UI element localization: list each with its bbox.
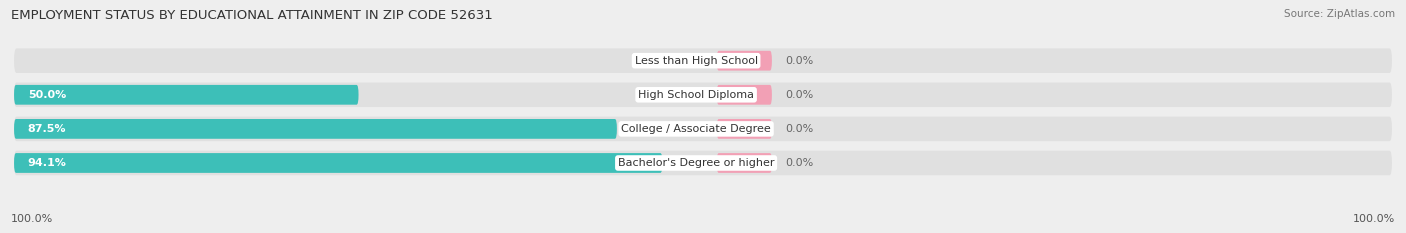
Legend: In Labor Force, Unemployed: In Labor Force, Unemployed [598,230,808,233]
Text: 87.5%: 87.5% [28,124,66,134]
FancyBboxPatch shape [717,51,772,71]
Text: EMPLOYMENT STATUS BY EDUCATIONAL ATTAINMENT IN ZIP CODE 52631: EMPLOYMENT STATUS BY EDUCATIONAL ATTAINM… [11,9,494,22]
FancyBboxPatch shape [717,153,772,173]
Text: 94.1%: 94.1% [28,158,66,168]
Text: College / Associate Degree: College / Associate Degree [621,124,770,134]
Text: 0.0%: 0.0% [786,124,814,134]
FancyBboxPatch shape [717,85,772,105]
FancyBboxPatch shape [14,85,359,105]
Text: 0.0%: 0.0% [786,90,814,100]
Text: 50.0%: 50.0% [28,90,66,100]
Text: 0.0%: 0.0% [661,56,689,66]
Text: 100.0%: 100.0% [11,214,53,224]
FancyBboxPatch shape [14,116,1392,141]
Text: Bachelor's Degree or higher: Bachelor's Degree or higher [617,158,775,168]
FancyBboxPatch shape [717,119,772,139]
FancyBboxPatch shape [14,153,662,173]
FancyBboxPatch shape [14,48,1392,73]
Text: 100.0%: 100.0% [1353,214,1395,224]
Text: 0.0%: 0.0% [786,56,814,66]
Text: 0.0%: 0.0% [786,158,814,168]
FancyBboxPatch shape [14,151,1392,175]
FancyBboxPatch shape [14,82,1392,107]
Text: Source: ZipAtlas.com: Source: ZipAtlas.com [1284,9,1395,19]
Text: Less than High School: Less than High School [634,56,758,66]
Text: High School Diploma: High School Diploma [638,90,754,100]
FancyBboxPatch shape [14,119,617,139]
